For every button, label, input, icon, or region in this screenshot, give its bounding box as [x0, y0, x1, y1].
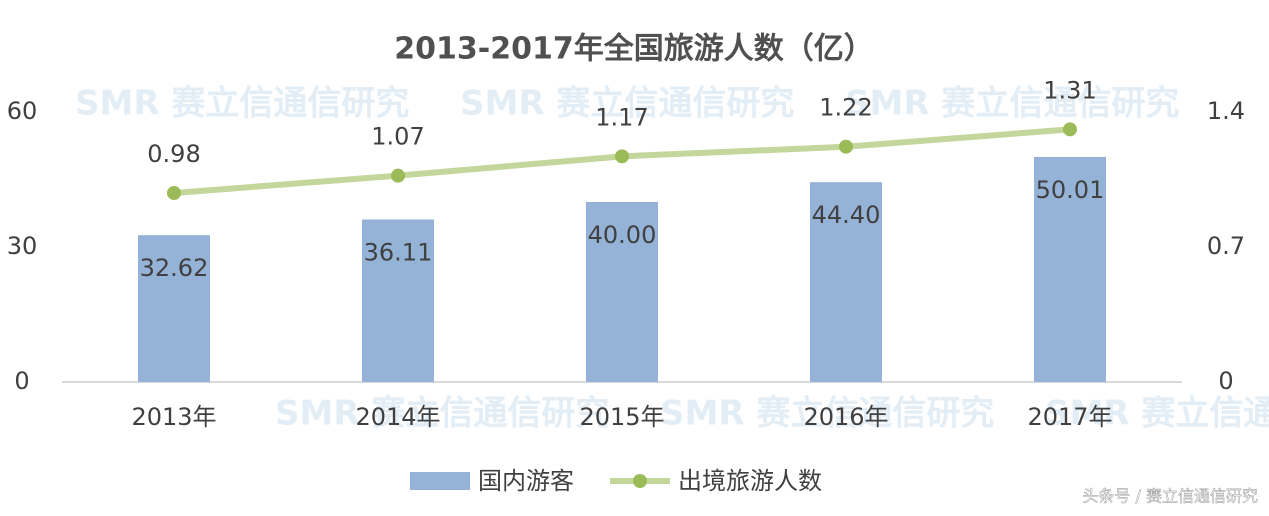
bar [586, 202, 658, 382]
y2-tick-label: 0 [1218, 367, 1233, 395]
x-tick-label: 2016年 [803, 403, 888, 431]
y-tick-label: 0 [14, 367, 29, 395]
line-value-label: 0.98 [147, 140, 200, 168]
y2-tick-label: 0.7 [1207, 232, 1245, 260]
legend-label: 国内游客 [478, 467, 574, 495]
bar-value-label: 40.00 [588, 221, 657, 249]
bar-value-label: 44.40 [812, 201, 881, 229]
bar [362, 219, 434, 382]
watermark: SMR 赛立信通信研究 [845, 84, 1179, 124]
line-marker [1063, 122, 1077, 137]
bar-value-label: 36.11 [364, 239, 433, 267]
legend-label: 出境旅游人数 [678, 467, 822, 495]
watermark: SMR 赛立信通信研究 [460, 84, 794, 124]
bar [1034, 156, 1106, 382]
x-tick-label: 2013年 [131, 403, 216, 431]
bar-value-label: 50.01 [1036, 176, 1105, 204]
watermark: SMR 赛立信通信研究 [275, 394, 609, 434]
bar [138, 235, 210, 382]
watermark: SMR 赛立信通信研究 [75, 84, 409, 124]
bar [810, 182, 882, 382]
y-tick-label: 30 [7, 232, 38, 260]
legend-swatch [410, 472, 470, 490]
x-tick-label: 2015年 [579, 403, 664, 431]
watermark: SMR 赛立信通信研究 [1045, 394, 1269, 434]
line-value-label: 1.31 [1043, 76, 1096, 104]
legend-marker [633, 474, 647, 488]
y2-tick-label: 1.4 [1207, 97, 1245, 125]
line-value-label: 1.17 [595, 103, 648, 131]
bar-value-label: 32.62 [140, 254, 209, 282]
line-marker [167, 186, 181, 200]
chart-title: 2013-2017年全国旅游人数（亿） [394, 32, 873, 67]
line-value-label: 1.22 [819, 94, 872, 122]
footer: 头条号 / 赛立信通信研究 [1082, 487, 1258, 506]
line-value-label: 1.07 [371, 123, 424, 151]
line-marker [391, 168, 405, 183]
line-marker [615, 149, 629, 164]
watermark: SMR 赛立信通信研究 [660, 394, 994, 434]
x-tick-label: 2017年 [1027, 403, 1112, 431]
line-marker [839, 139, 853, 154]
y-tick-label: 60 [7, 97, 38, 125]
x-tick-label: 2014年 [355, 403, 440, 431]
